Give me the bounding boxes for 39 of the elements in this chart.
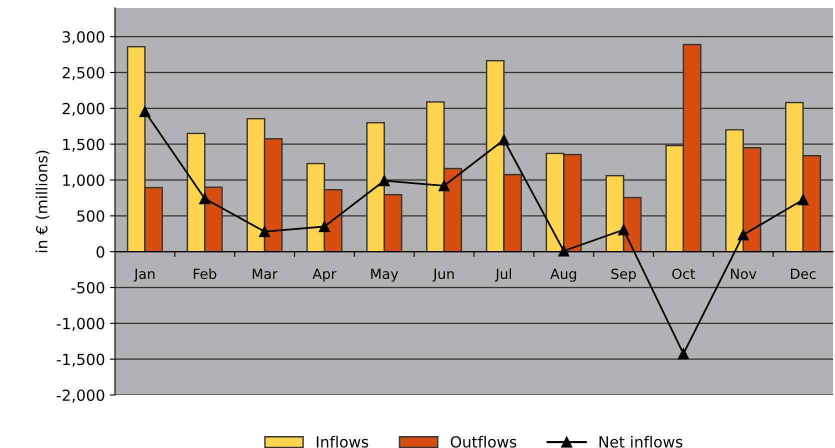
x-tick-label: Apr [312,268,336,282]
y-tick-label: -1,500 [56,354,104,367]
x-tick-label: Oct [672,268,696,280]
point [678,348,689,360]
y-tick-label: -500 [71,282,104,294]
point [558,245,570,257]
x-tick-label: Aug [550,268,576,282]
point [139,106,150,118]
point [798,194,809,206]
x-tick-label: Jul [494,268,511,282]
y-tick-label: 1,000 [63,174,104,188]
y-tick-label: 3,000 [62,31,104,44]
x-tick-label: Jan [133,268,154,282]
x-tick-label: Feb [194,268,216,280]
y-tick-label: 2,000 [62,102,104,116]
y-tick-label: 500 [77,210,104,222]
point [259,226,270,238]
x-tick-label: Nov [731,268,756,280]
point [438,180,450,192]
y-tick-label: 2,500 [62,66,104,80]
point [738,229,749,240]
x-tick-label: Jun [432,268,454,282]
y-axis-title: in € (millions) [36,150,50,252]
y-tick-label: 0 [96,246,104,258]
point [498,134,510,146]
point [318,221,330,232]
legend-label: Outflows [450,436,516,448]
point [378,175,390,186]
y-tick-label: 1,500 [63,138,104,152]
y-tick-label: -1,000 [56,318,104,331]
point [618,224,630,236]
x-tick-label: Sep [611,268,636,282]
legend-label: Inflows [316,436,368,448]
x-tick-label: Dec [791,268,816,280]
point [199,193,210,204]
legend-label: Net inflows [600,436,682,448]
x-tick-label: Mar [252,268,278,280]
x-tick-label: May [371,268,398,282]
y-tick-label: -2,000 [56,389,104,403]
